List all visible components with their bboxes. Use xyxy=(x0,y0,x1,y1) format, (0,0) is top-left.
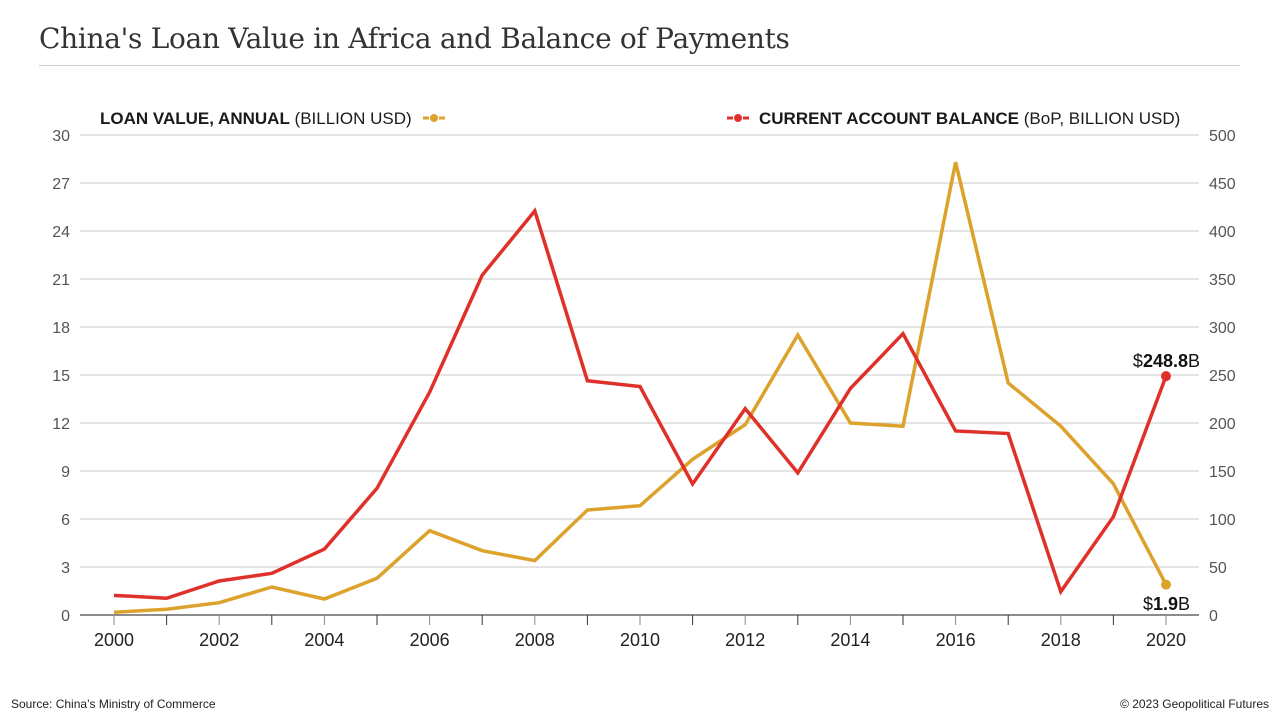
left-tick-label: 30 xyxy=(52,128,70,145)
loan-point xyxy=(1161,579,1171,590)
page-title: China's Loan Value in Africa and Balance… xyxy=(39,22,790,55)
right-tick-label: 100 xyxy=(1209,512,1236,529)
svg-text:LOAN VALUE, ANNUAL (BILLION US: LOAN VALUE, ANNUAL (BILLION USD) xyxy=(100,109,412,128)
right-tick-label: 500 xyxy=(1209,128,1236,145)
right-tick-label: 350 xyxy=(1209,272,1236,289)
x-tick-label: 2008 xyxy=(515,630,555,650)
copyright-note: © 2023 Geopolitical Futures xyxy=(1120,697,1269,711)
x-tick-label: 2018 xyxy=(1041,630,1081,650)
left-tick-label: 3 xyxy=(61,560,70,577)
legend-balance-marker-icon xyxy=(727,114,749,122)
legend-loan-marker-icon xyxy=(423,114,445,122)
loan-value-line xyxy=(113,161,1168,615)
left-tick-label: 0 xyxy=(61,608,70,625)
legend-balance: CURRENT ACCOUNT BALANCE (BoP, BILLION US… xyxy=(727,109,1180,128)
right-tick-label: 150 xyxy=(1209,464,1236,481)
current-account-line xyxy=(113,207,1168,601)
left-tick-label: 27 xyxy=(52,176,70,193)
left-tick-label: 18 xyxy=(52,320,70,337)
x-tick-label: 2014 xyxy=(830,630,870,650)
x-tick-label: 2012 xyxy=(725,630,765,650)
left-tick-label: 6 xyxy=(61,512,70,529)
end-label-balance: $248.8B xyxy=(1133,351,1200,371)
x-tick-label: 2010 xyxy=(620,630,660,650)
left-tick-label: 15 xyxy=(52,368,70,385)
x-tick-label: 2020 xyxy=(1146,630,1186,650)
legend-loan-label-bold: LOAN VALUE, ANNUAL xyxy=(100,109,290,128)
legend-balance-label-bold: CURRENT ACCOUNT BALANCE xyxy=(759,109,1019,128)
right-axis-ticks: 0 50 100 150 200 250 300 350 400 450 500 xyxy=(1209,128,1236,625)
right-tick-label: 300 xyxy=(1209,320,1236,337)
left-tick-label: 21 xyxy=(52,272,70,289)
title-divider xyxy=(39,65,1240,66)
x-tick-label: 2000 xyxy=(94,630,134,650)
x-tick-label: 2002 xyxy=(199,630,239,650)
x-tick-label: 2006 xyxy=(410,630,450,650)
right-tick-label: 250 xyxy=(1209,368,1236,385)
x-axis: 2000 2002 2004 2006 2008 2010 2012 2014 2016 2018… xyxy=(80,614,1199,650)
x-tick-label: 2004 xyxy=(304,630,344,650)
legend-loan: LOAN VALUE, ANNUAL (BILLION USD) xyxy=(100,109,445,128)
left-tick-label: 12 xyxy=(52,416,70,433)
left-tick-label: 24 xyxy=(52,224,70,241)
right-tick-label: 400 xyxy=(1209,224,1236,241)
balance-point xyxy=(1161,371,1171,382)
right-tick-label: 450 xyxy=(1209,176,1236,193)
right-tick-label: 200 xyxy=(1209,416,1236,433)
x-tick-label: 2016 xyxy=(936,630,976,650)
right-tick-label: 0 xyxy=(1209,608,1218,625)
left-tick-label: 9 xyxy=(61,464,70,481)
marker-dot xyxy=(734,114,742,122)
legend-loan-label-rest: (BILLION USD) xyxy=(290,109,412,128)
left-axis-ticks: 0 3 6 9 12 15 18 21 24 27 30 xyxy=(52,128,70,625)
legend-balance-label-rest: (BoP, BILLION USD) xyxy=(1019,109,1180,128)
gridlines xyxy=(80,134,1199,568)
end-label-loan: $1.9B xyxy=(1143,594,1190,614)
right-tick-label: 50 xyxy=(1209,560,1227,577)
marker-dot xyxy=(430,114,438,122)
series-group xyxy=(113,161,1171,615)
source-note: Source: China’s Ministry of Commerce xyxy=(11,697,216,711)
svg-text:CURRENT ACCOUNT BALANCE (BoP,: CURRENT ACCOUNT BALANCE (BoP, BILLION US… xyxy=(759,109,1180,128)
